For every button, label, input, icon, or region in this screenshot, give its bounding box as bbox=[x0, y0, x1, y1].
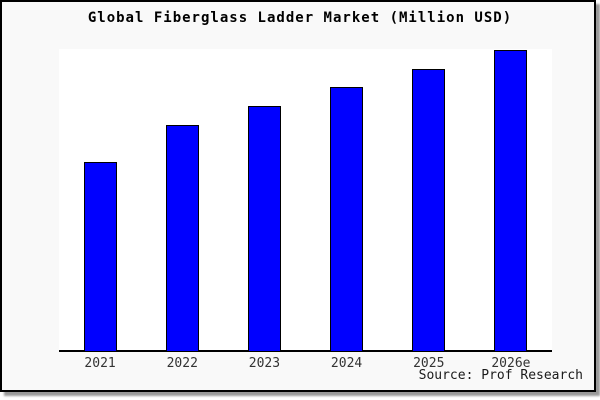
bar-2024 bbox=[330, 87, 364, 352]
x-tick-label-2025: 2025 bbox=[413, 356, 445, 371]
plot-area bbox=[59, 49, 552, 352]
bar-2025 bbox=[412, 68, 446, 352]
x-axis-line bbox=[59, 350, 552, 352]
source-label: Source: Prof Research bbox=[418, 368, 583, 383]
x-tick-label-2022: 2022 bbox=[166, 356, 198, 371]
bar-2026e bbox=[494, 49, 528, 352]
bar-2021 bbox=[83, 161, 117, 352]
chart-title: Global Fiberglass Ladder Market (Million… bbox=[87, 10, 513, 26]
bar-2023 bbox=[247, 105, 281, 352]
bar-2022 bbox=[165, 124, 199, 352]
x-tick-label-2026e: 2026e bbox=[491, 356, 531, 371]
x-tick-label-2021: 2021 bbox=[84, 356, 116, 371]
x-tick-label-2024: 2024 bbox=[330, 356, 363, 371]
x-tick-label-2023: 2023 bbox=[248, 356, 281, 371]
x-axis-labels: 2021 2022 2023 2024 2025 2026e bbox=[59, 356, 552, 372]
